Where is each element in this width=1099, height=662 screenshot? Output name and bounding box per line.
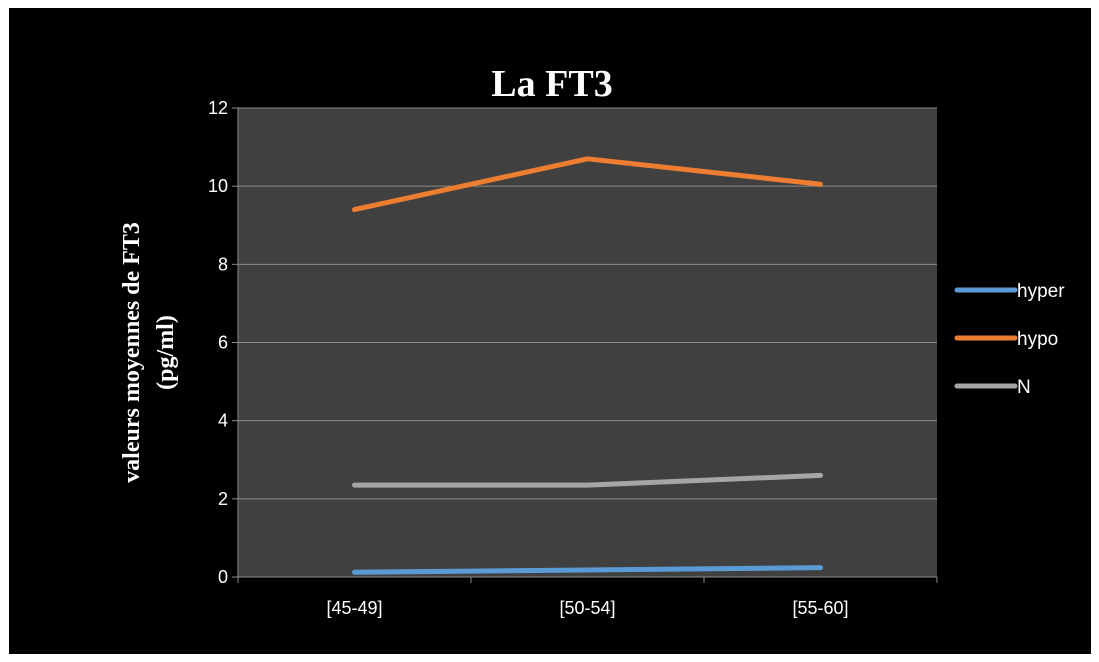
chart-frame: 0 2 4 6 8 10 12 [45-49] [50-54] [55-60] La FT3 v…: [9, 8, 1091, 654]
x-tick-label: [55-60]: [792, 598, 848, 618]
y-tick-label: 12: [208, 98, 228, 118]
legend: hyper hypo N: [954, 281, 1065, 398]
x-tick-label: [45-49]: [326, 598, 382, 618]
series-line-hyper: [352, 565, 823, 575]
chart-svg: 0 2 4 6 8 10 12 [45-49] [50-54] [55-60] La FT3 v…: [119, 63, 1065, 618]
y-tick-label: 8: [218, 254, 228, 274]
y-axis-label-line: valeurs moyennes de FT3: [119, 222, 145, 483]
legend-item-n: N: [954, 377, 1031, 398]
y-tick-labels: 0 2 4 6 8 10 12: [208, 98, 228, 587]
series-lines: [352, 156, 823, 575]
series-line-n: [352, 472, 823, 488]
y-axis-label-line: (pg/ml): [153, 315, 179, 390]
gridlines: [238, 107, 937, 500]
y-tick-label: 0: [218, 567, 228, 587]
legend-label: hyper: [1017, 281, 1065, 302]
y-axis-label: valeurs moyennes de FT3 (pg/ml): [119, 222, 179, 483]
x-tick-label: [50-54]: [559, 598, 615, 618]
chart-title: La FT3: [491, 63, 612, 105]
axes: [232, 107, 938, 583]
series-line-hypo: [352, 156, 823, 213]
legend-item-hypo: hypo: [954, 329, 1058, 350]
legend-label: hypo: [1017, 329, 1058, 350]
y-tick-label: 4: [218, 411, 228, 431]
y-tick-label: 6: [218, 333, 228, 353]
y-tick-label: 10: [208, 176, 228, 196]
y-tick-label: 2: [218, 489, 228, 509]
legend-label: N: [1017, 377, 1031, 398]
legend-item-hyper: hyper: [954, 281, 1065, 302]
x-tick-labels: [45-49] [50-54] [55-60]: [326, 598, 848, 618]
